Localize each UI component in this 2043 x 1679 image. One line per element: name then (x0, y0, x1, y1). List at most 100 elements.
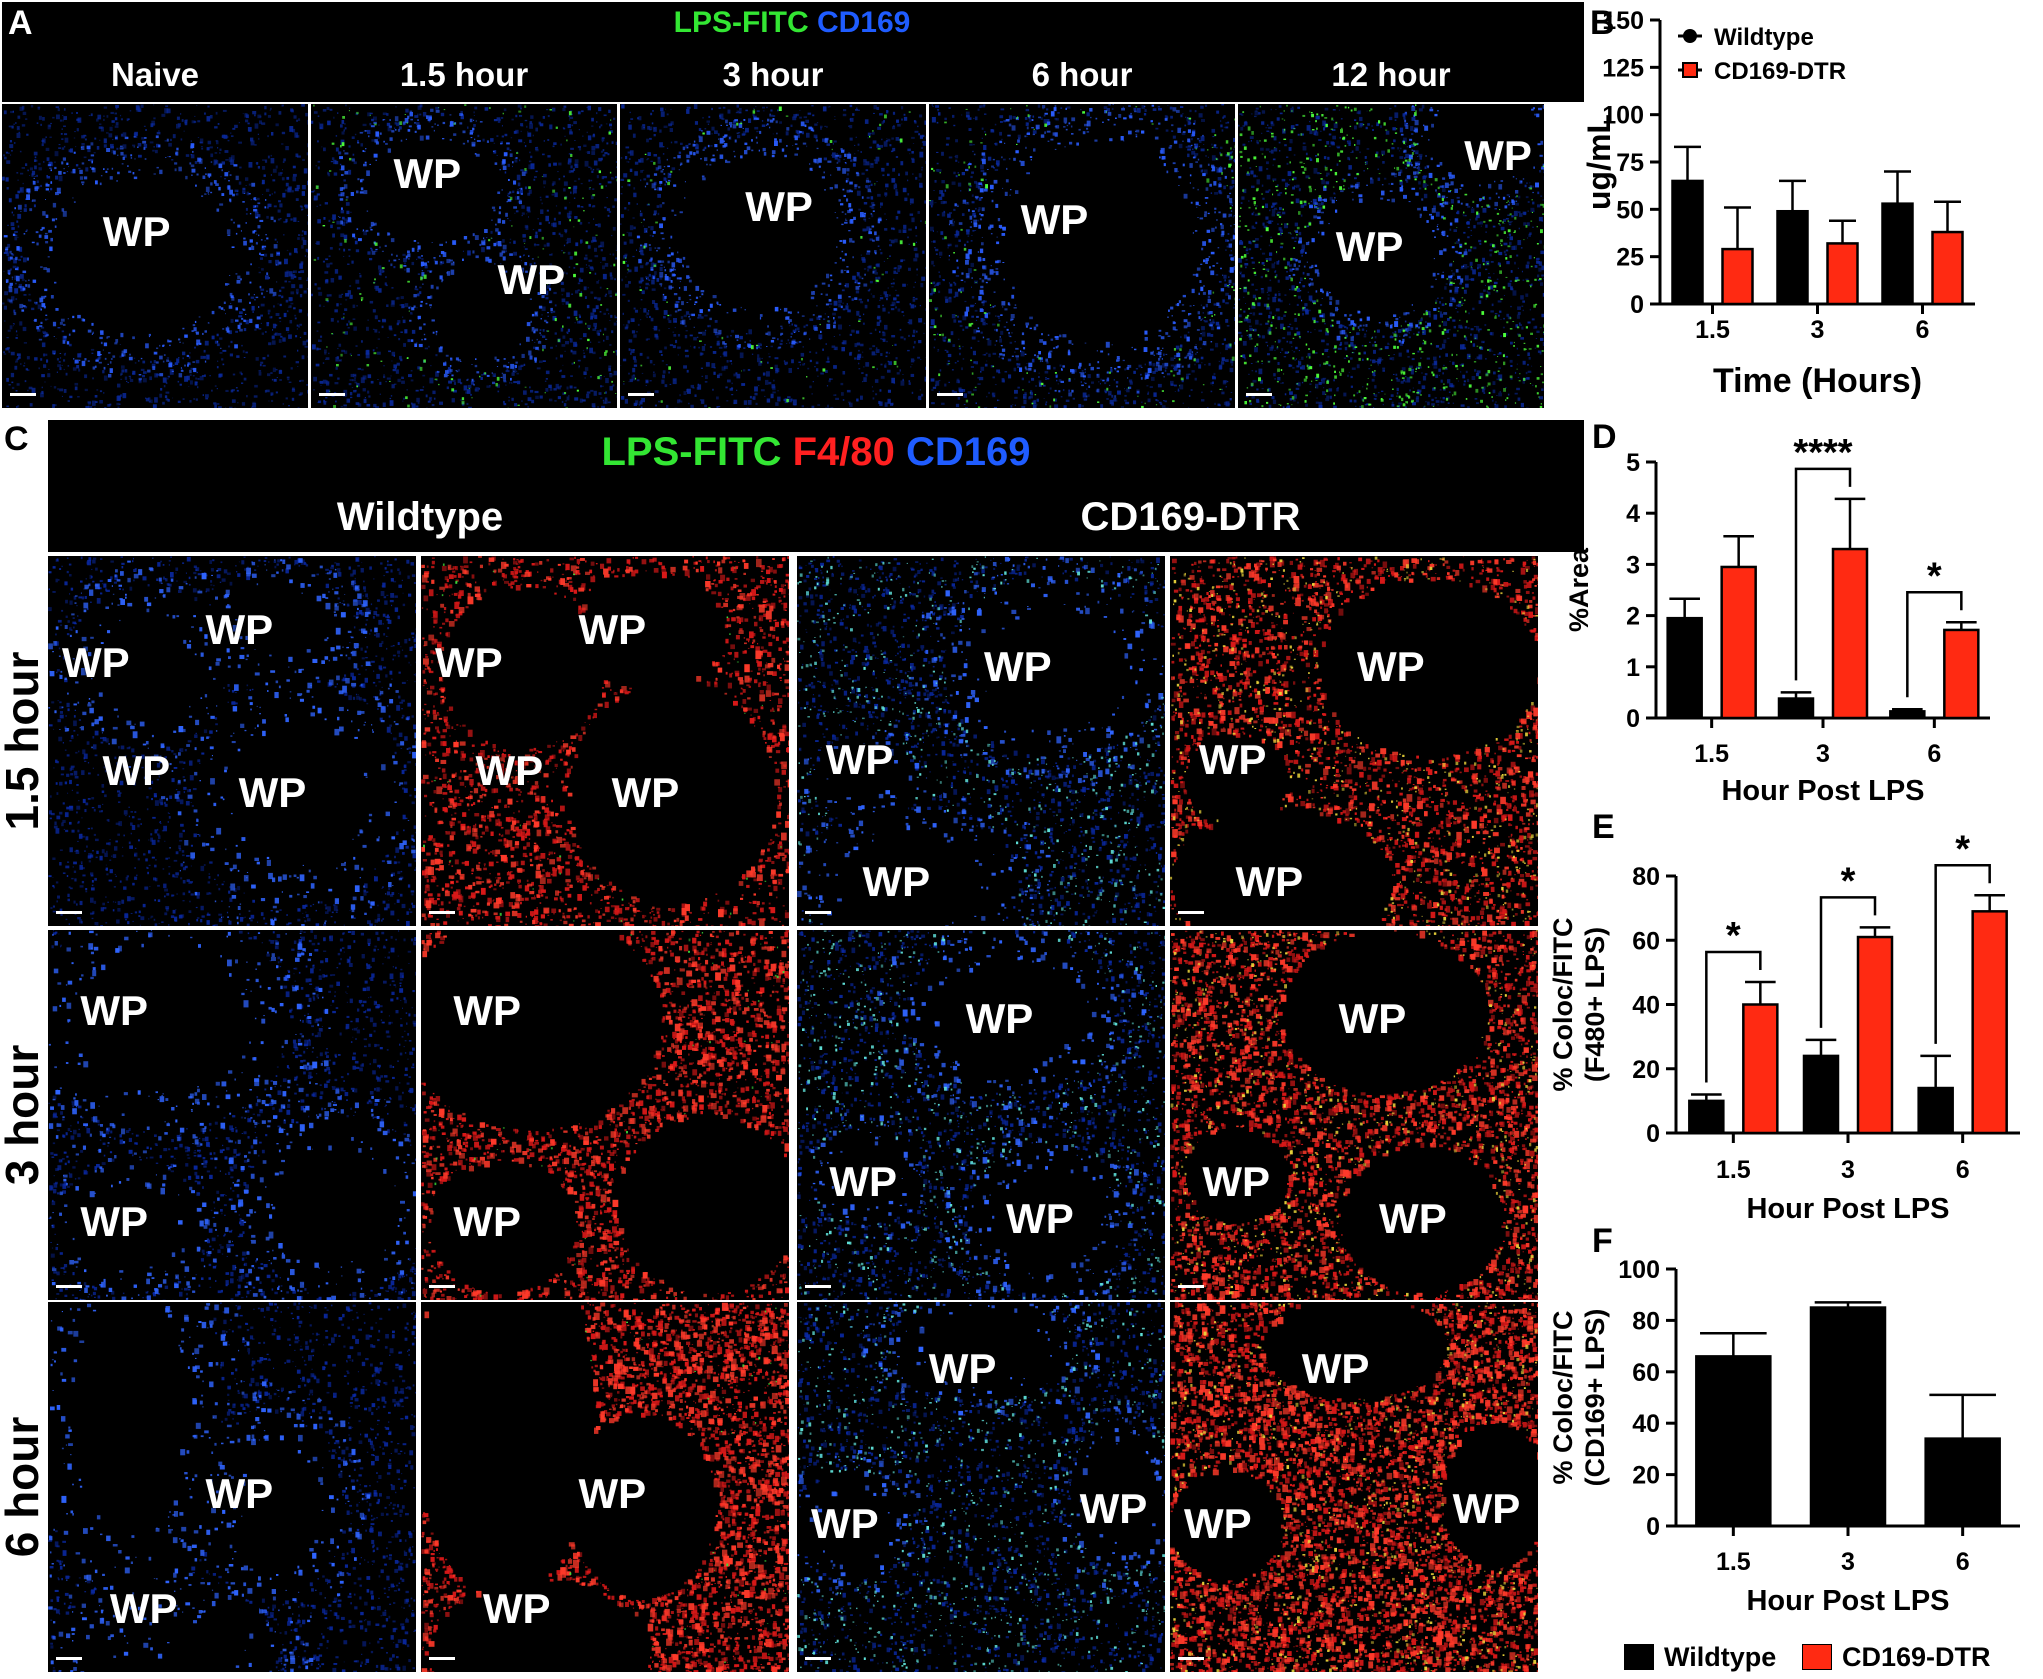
legend-dtr-swatch (1802, 1644, 1832, 1670)
significance-stars: * (1955, 828, 1970, 870)
wp-label: WP (966, 995, 1034, 1043)
wp-label: WP (863, 858, 931, 906)
x-axis-label: Hour Post LPS (1721, 775, 1924, 807)
bar-cd169-dtr (1971, 910, 2008, 1135)
panel-c-image-r0-c1: WP WP WP WP (421, 556, 789, 926)
scale-bar (937, 393, 963, 396)
y-tick-label: 5 (1626, 449, 1640, 477)
bar-cd169-dtr (1943, 628, 1980, 720)
wp-label: WP (435, 639, 503, 687)
y-axis-label: % Coloc/FITC (1548, 918, 1578, 1092)
wp-label: WP (1236, 858, 1304, 906)
stain-f480: F4/80 (793, 430, 895, 474)
wp-label: WP (984, 643, 1052, 691)
wp-label: WP (103, 208, 171, 256)
panel-a-image-0: WP (2, 104, 308, 408)
legend-label: Wildtype (1714, 24, 1814, 51)
stain-cd169-c: CD169 (906, 430, 1031, 474)
scale-bar (805, 1285, 831, 1288)
panel-letter: D (1592, 418, 1617, 456)
panel-c-image-r2-c1: WP WP (421, 1302, 789, 1672)
bar-wildtype (1881, 202, 1914, 306)
panel-a-image-1: WP WP (311, 104, 617, 408)
x-tick-label: 6 (1956, 1156, 1970, 1184)
group-dtr-label: CD169-DTR (797, 495, 1584, 540)
wp-label: WP (1080, 1485, 1148, 1533)
wp-label: WP (1199, 736, 1267, 784)
wp-label: WP (62, 639, 130, 687)
panel-a-image-4: WP WP (1238, 104, 1544, 408)
chart-B: B 0 25 50 75 100 125 150 1.5 3 6 Time (Hours) ug/mL W… (1581, 4, 1975, 400)
panel-a-stain-title: LPS-FITC CD169 (0, 6, 1584, 40)
bar-wildtype (1809, 1306, 1887, 1528)
wp-label: WP (393, 150, 461, 198)
significance-bracket (1794, 467, 1852, 681)
wp-label: WP (829, 1158, 897, 1206)
significance-bracket (1819, 896, 1877, 1028)
wp-label: WP (1339, 995, 1407, 1043)
scale-bar (56, 911, 82, 914)
stain-lps-fitc-c: LPS-FITC (601, 430, 781, 474)
wp-label: WP (826, 736, 894, 784)
bar-cd169-dtr (1721, 247, 1754, 306)
wp-label: WP (1453, 1485, 1521, 1533)
scale-bar (429, 1657, 455, 1660)
x-axis-label: Hour Post LPS (1746, 1585, 1949, 1617)
panel-c-image-r0-c0: WP WP WP WP (48, 556, 416, 926)
y-axis-label: % Coloc/FITC (1548, 1311, 1578, 1485)
y-tick-label: 75 (1616, 149, 1644, 177)
bar-cd169-dtr (1826, 242, 1859, 306)
significance-bracket (1705, 950, 1762, 1083)
y-tick-label: 50 (1616, 196, 1644, 224)
scale-bar (1246, 393, 1272, 396)
stain-lps-fitc: LPS-FITC (674, 6, 809, 39)
bar-wildtype (1695, 1355, 1772, 1528)
wp-label: WP (80, 1198, 148, 1246)
panel-c-image-r1-c0: WP WP (48, 930, 416, 1300)
bar-wildtype (1889, 710, 1926, 720)
bar-cd169-dtr (1742, 1003, 1779, 1135)
legend-marker (1683, 29, 1697, 43)
scale-bar (805, 911, 831, 914)
legend-marker (1682, 62, 1698, 78)
bar-wildtype (1802, 1054, 1840, 1135)
panel-c-image-r2-c2: WP WP WP (797, 1302, 1165, 1672)
significance-stars: * (1841, 860, 1856, 902)
x-tick-label: 6 (1956, 1548, 1970, 1576)
wp-label: WP (1464, 132, 1532, 180)
bar-cd169-dtr (1720, 565, 1757, 720)
wp-label: WP (110, 1585, 178, 1633)
bar-cd169-dtr (1831, 547, 1869, 720)
wp-label: WP (745, 183, 813, 231)
wp-label: WP (497, 256, 565, 304)
scale-bar (429, 911, 455, 914)
scale-bar (56, 1657, 82, 1660)
wp-label: WP (102, 747, 170, 795)
x-tick-label: 3 (1811, 316, 1825, 344)
scale-bar (805, 1657, 831, 1660)
y-tick-label: 100 (1602, 102, 1644, 130)
scale-bar (429, 1285, 455, 1288)
scale-bar (10, 393, 36, 396)
y-tick-label: 3 (1626, 551, 1640, 579)
y-tick-label: 4 (1626, 500, 1640, 528)
bar-cd169-dtr (1931, 230, 1964, 306)
y-tick-label: 40 (1632, 1410, 1660, 1438)
x-tick-label: 3 (1841, 1156, 1855, 1184)
panel-c-image-r2-c3: WP WP WP (1170, 1302, 1538, 1672)
panel-letter: B (1590, 4, 1615, 42)
x-tick-label: 1.5 (1716, 1548, 1751, 1576)
significance-stars: **** (1793, 432, 1852, 474)
scale-bar (1178, 1285, 1204, 1288)
panel-c-image-r2-c0: WP WP (48, 1302, 416, 1672)
stain-cd169: CD169 (817, 6, 910, 39)
panel-c-stain-title: LPS-FITC F4/80 CD169 (48, 430, 1584, 475)
bar-wildtype (1777, 697, 1815, 720)
wp-label: WP (1006, 1195, 1074, 1243)
scale-bar (319, 393, 345, 396)
bottom-legend: Wildtype CD169-DTR (1622, 1640, 2042, 1674)
y-tick-label: 0 (1646, 1120, 1660, 1148)
panel-c-image-r0-c2: WP WP WP (797, 556, 1165, 926)
